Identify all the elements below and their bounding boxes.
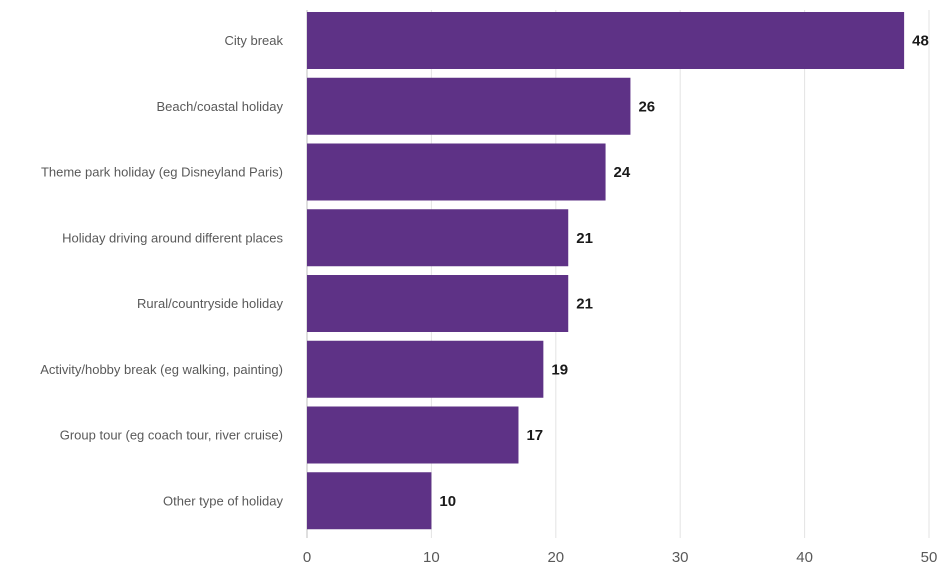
category-label: Beach/coastal holiday [157,99,284,114]
bar-4 [307,275,569,332]
value-label: 17 [526,427,543,444]
value-label: 19 [551,361,568,378]
category-label: Holiday driving around different places [62,230,283,245]
value-labels: 48 26 24 21 21 19 17 10 [439,33,928,510]
value-label: 21 [576,230,593,247]
bar-6 [307,406,519,464]
bar-5 [307,340,544,398]
x-tick-label: 0 [303,549,311,566]
bar-7 [307,472,432,530]
category-label: Theme park holiday (eg Disneyland Paris) [41,165,283,180]
value-label: 26 [638,98,655,115]
bar-0 [307,12,905,69]
bar-1 [307,77,631,135]
value-label: 48 [912,33,929,50]
x-tick-label: 10 [423,549,440,566]
value-label: 24 [614,164,631,181]
bar-3 [307,209,569,267]
x-tick-label: 50 [921,549,938,566]
bar-2 [307,143,606,201]
category-labels: City break Beach/coastal holiday Theme par… [40,33,283,508]
category-label: Group tour (eg coach tour, river cruise) [60,428,283,443]
bars [307,12,905,530]
x-tick-label: 20 [547,549,564,566]
value-label: 10 [439,493,456,510]
x-tick-label: 40 [796,549,813,566]
category-label: Other type of holiday [163,493,283,508]
category-label: Activity/hobby break (eg walking, painti… [40,362,283,377]
x-tick-label: 30 [672,549,689,566]
x-axis-ticks: 0 10 20 30 40 50 [303,549,938,566]
value-label: 21 [576,296,593,313]
category-label: Rural/countryside holiday [137,296,283,311]
category-label: City break [224,33,283,48]
